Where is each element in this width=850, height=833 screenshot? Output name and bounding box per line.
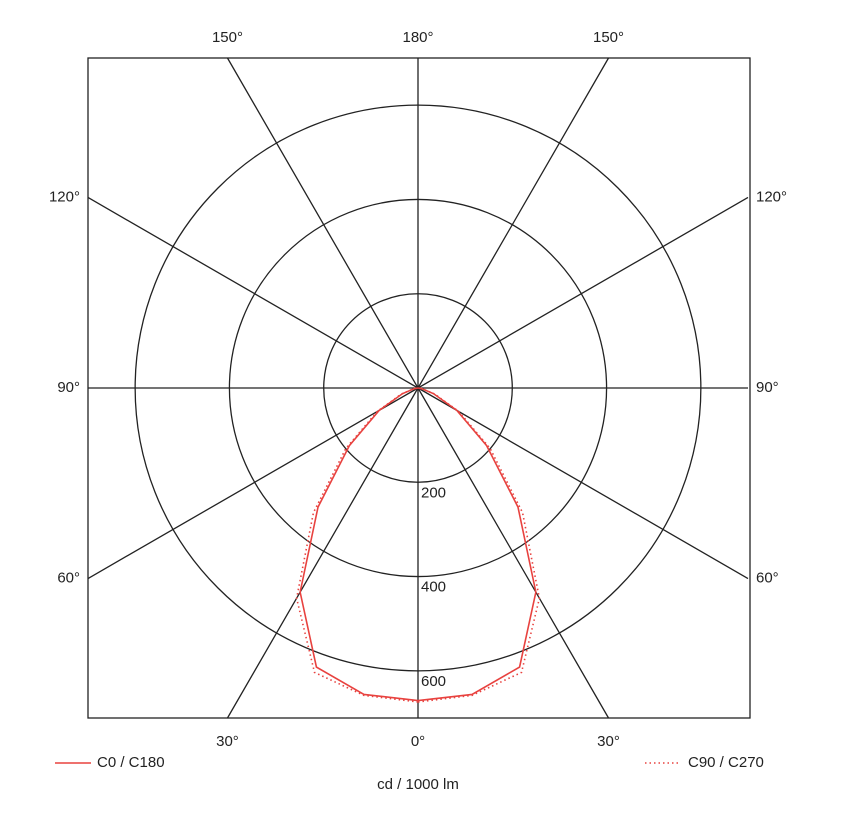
angle-tick-label: 180° — [402, 29, 433, 46]
angle-tick-label: 60° — [57, 569, 80, 586]
angle-tick-label: 30° — [216, 733, 239, 750]
legend-label: C90 / C270 — [688, 754, 764, 771]
r-tick-label: 200 — [421, 484, 446, 501]
curve — [417, 387, 537, 702]
curve — [417, 387, 541, 703]
angle-tick-label: 150° — [212, 29, 243, 46]
r-tick-label: 600 — [421, 673, 446, 690]
angle-tick-label: 60° — [756, 569, 779, 586]
angle-tick-label: 150° — [593, 29, 624, 46]
angle-tick-label: 30° — [597, 733, 620, 750]
r-tick-label: 400 — [421, 579, 446, 596]
angle-tick-label: 90° — [756, 379, 779, 396]
legend-label: C0 / C180 — [97, 754, 165, 771]
grid-spoke — [417, 387, 749, 580]
angle-tick-label: 90° — [57, 379, 80, 396]
grid-spoke — [87, 387, 419, 580]
grid-spoke — [417, 57, 610, 389]
angle-tick-label: 120° — [756, 188, 787, 205]
grid-spoke — [226, 57, 419, 389]
curve — [295, 387, 419, 703]
grid-spoke — [87, 196, 419, 389]
grid-spoke — [226, 387, 419, 719]
grid-spoke — [417, 196, 749, 389]
grid-spoke — [417, 387, 610, 719]
angle-tick-label: 0° — [411, 733, 425, 750]
curve — [299, 387, 419, 702]
angle-tick-label: 120° — [49, 188, 80, 205]
unit-label: cd / 1000 lm — [377, 776, 459, 793]
